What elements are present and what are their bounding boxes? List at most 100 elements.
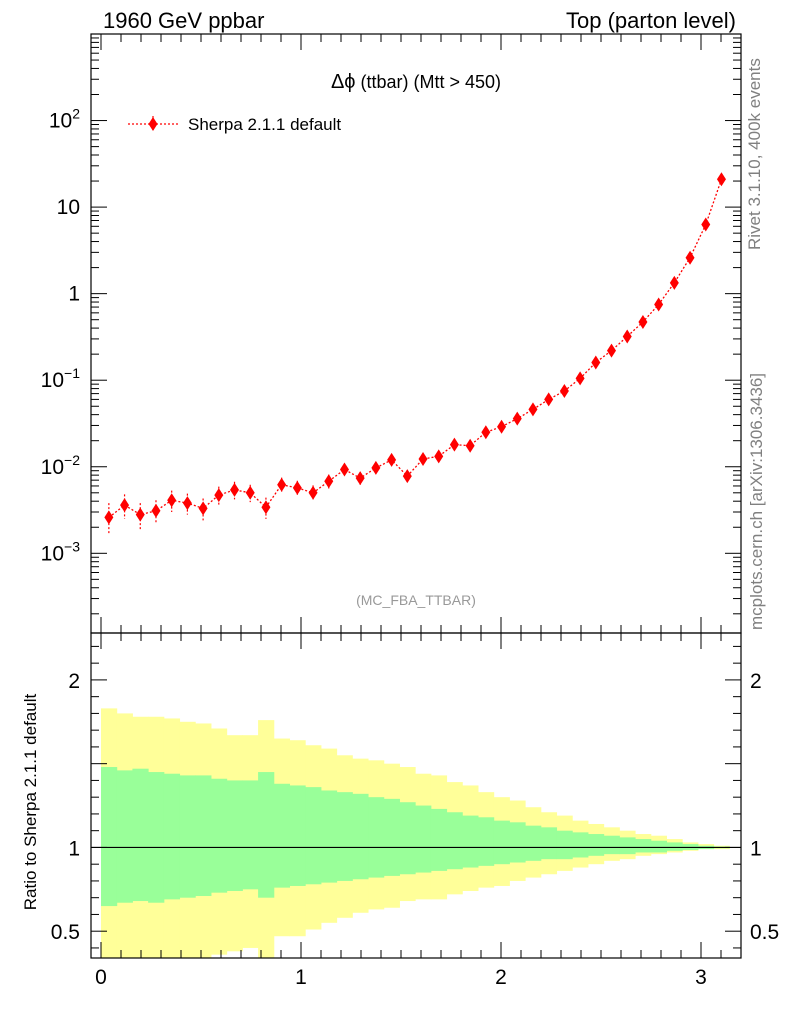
data-point: [402, 469, 412, 484]
x-tick-label: 0: [95, 966, 107, 989]
ratio-y-tick-label: 0.5: [51, 921, 80, 944]
ratio-plot-frame: [90, 632, 742, 959]
inner-band-bin: [352, 793, 369, 880]
inner-band-bin: [195, 775, 212, 897]
data-point: [339, 462, 349, 477]
data-point: [261, 500, 271, 515]
legend-label: Sherpa 2.1.1 default: [188, 115, 341, 134]
header-right-text: Top (parton level): [566, 8, 736, 33]
x-tick-label: 3: [695, 966, 707, 989]
data-point: [497, 419, 507, 434]
data-point: [512, 411, 522, 426]
source-url-label: mcplots.cern.ch [arXiv:1306.3436]: [747, 373, 766, 630]
inner-band-bin: [478, 817, 495, 866]
ratio-y-axis-label: Ratio to Sherpa 2.1.1 default: [21, 694, 40, 911]
data-point: [355, 471, 365, 486]
inner-band-bin: [336, 792, 353, 881]
inner-band-bin: [226, 780, 243, 891]
y-tick-label: 102: [49, 106, 80, 133]
inner-band-bin: [462, 815, 479, 868]
data-point: [135, 507, 145, 522]
inner-band-bin: [148, 772, 165, 903]
inner-band-bin: [619, 837, 636, 855]
inner-band-bin: [415, 805, 432, 873]
y-tick-label: 10−1: [41, 365, 81, 392]
data-point: [182, 496, 192, 511]
header-left-text: 1960 GeV ppbar: [103, 8, 264, 33]
data-point: [591, 355, 601, 370]
inner-band-bin: [210, 778, 228, 893]
data-point: [716, 172, 726, 187]
data-point: [465, 438, 475, 453]
inner-band-bin: [635, 839, 652, 853]
inner-band-bin: [430, 808, 448, 871]
data-point: [701, 217, 711, 232]
inner-band-bin: [666, 842, 683, 851]
data-point: [245, 485, 255, 500]
inner-band-bin: [650, 840, 667, 853]
inner-band-bin: [273, 783, 290, 888]
data-point: [654, 297, 664, 312]
ratio-y-tick-label-right: 1: [750, 837, 762, 860]
data-point: [607, 343, 616, 358]
ratio-y-tick-label: 2: [68, 670, 80, 693]
inner-band-bin: [540, 827, 558, 860]
data-point: [277, 477, 287, 492]
x-tick-label: 2: [495, 966, 507, 989]
data-point: [638, 315, 648, 330]
data-point: [449, 437, 459, 452]
y-tick-label: 10−2: [41, 452, 81, 479]
data-point: [198, 501, 208, 516]
data-point: [622, 329, 632, 344]
inner-band-bin: [493, 820, 510, 865]
data-point: [214, 488, 224, 503]
ratio-plot-panel: 0.5 0.5 1 1 2 2 0 1 2 3: [51, 632, 779, 989]
inner-band-bin: [368, 797, 385, 878]
inner-band-bin: [556, 830, 573, 860]
data-point: [418, 451, 428, 466]
data-point: [151, 503, 161, 518]
series-line: [108, 178, 723, 518]
inner-band-bin: [572, 832, 589, 858]
main-plot-panel: 10−3 10−2 10−1 1 10 102 Δϕ (ttbar) (Mtt > 450)…: [41, 33, 742, 634]
inner-band-bin: [305, 787, 322, 885]
data-point: [371, 460, 381, 475]
data-point: [481, 425, 491, 440]
ratio-y-tick-label-right: 0.5: [750, 921, 779, 944]
inner-band-bin: [258, 772, 275, 898]
inner-band-bin: [132, 768, 149, 902]
inner-band-bin: [587, 834, 605, 856]
y-tick-label: 1: [68, 283, 80, 306]
data-point: [434, 449, 444, 464]
y-tick-label: 10: [57, 196, 80, 219]
inner-band-bin: [509, 822, 526, 863]
x-tick-label: 1: [295, 966, 307, 989]
inner-band-bin: [242, 780, 259, 890]
inner-band-bin: [163, 773, 181, 900]
rivet-version-label: Rivet 3.1.10, 400k events: [745, 58, 764, 250]
data-point: [324, 474, 334, 489]
inner-band-bin: [116, 770, 133, 903]
inner-band-bin: [525, 825, 542, 861]
data-point: [544, 392, 554, 407]
data-point: [575, 371, 585, 386]
y-tick-label: 10−3: [41, 538, 81, 565]
data-point: [230, 482, 240, 497]
data-point: [167, 493, 177, 508]
inner-band-bin: [603, 835, 620, 855]
data-point: [292, 480, 302, 495]
analysis-watermark: (MC_FBA_TTBAR): [356, 592, 476, 608]
data-point: [528, 402, 538, 417]
data-point: [104, 510, 114, 525]
inner-band-bin: [320, 790, 338, 883]
inner-band-bin: [289, 785, 306, 886]
data-point: [308, 485, 318, 500]
data-point: [669, 275, 679, 290]
inner-band-bin: [383, 798, 400, 876]
inner-band-bin: [399, 802, 416, 875]
inner-band-bin: [179, 775, 196, 898]
data-point: [387, 452, 397, 467]
inner-band-bin: [446, 812, 463, 870]
inner-band-bin: [101, 767, 118, 907]
